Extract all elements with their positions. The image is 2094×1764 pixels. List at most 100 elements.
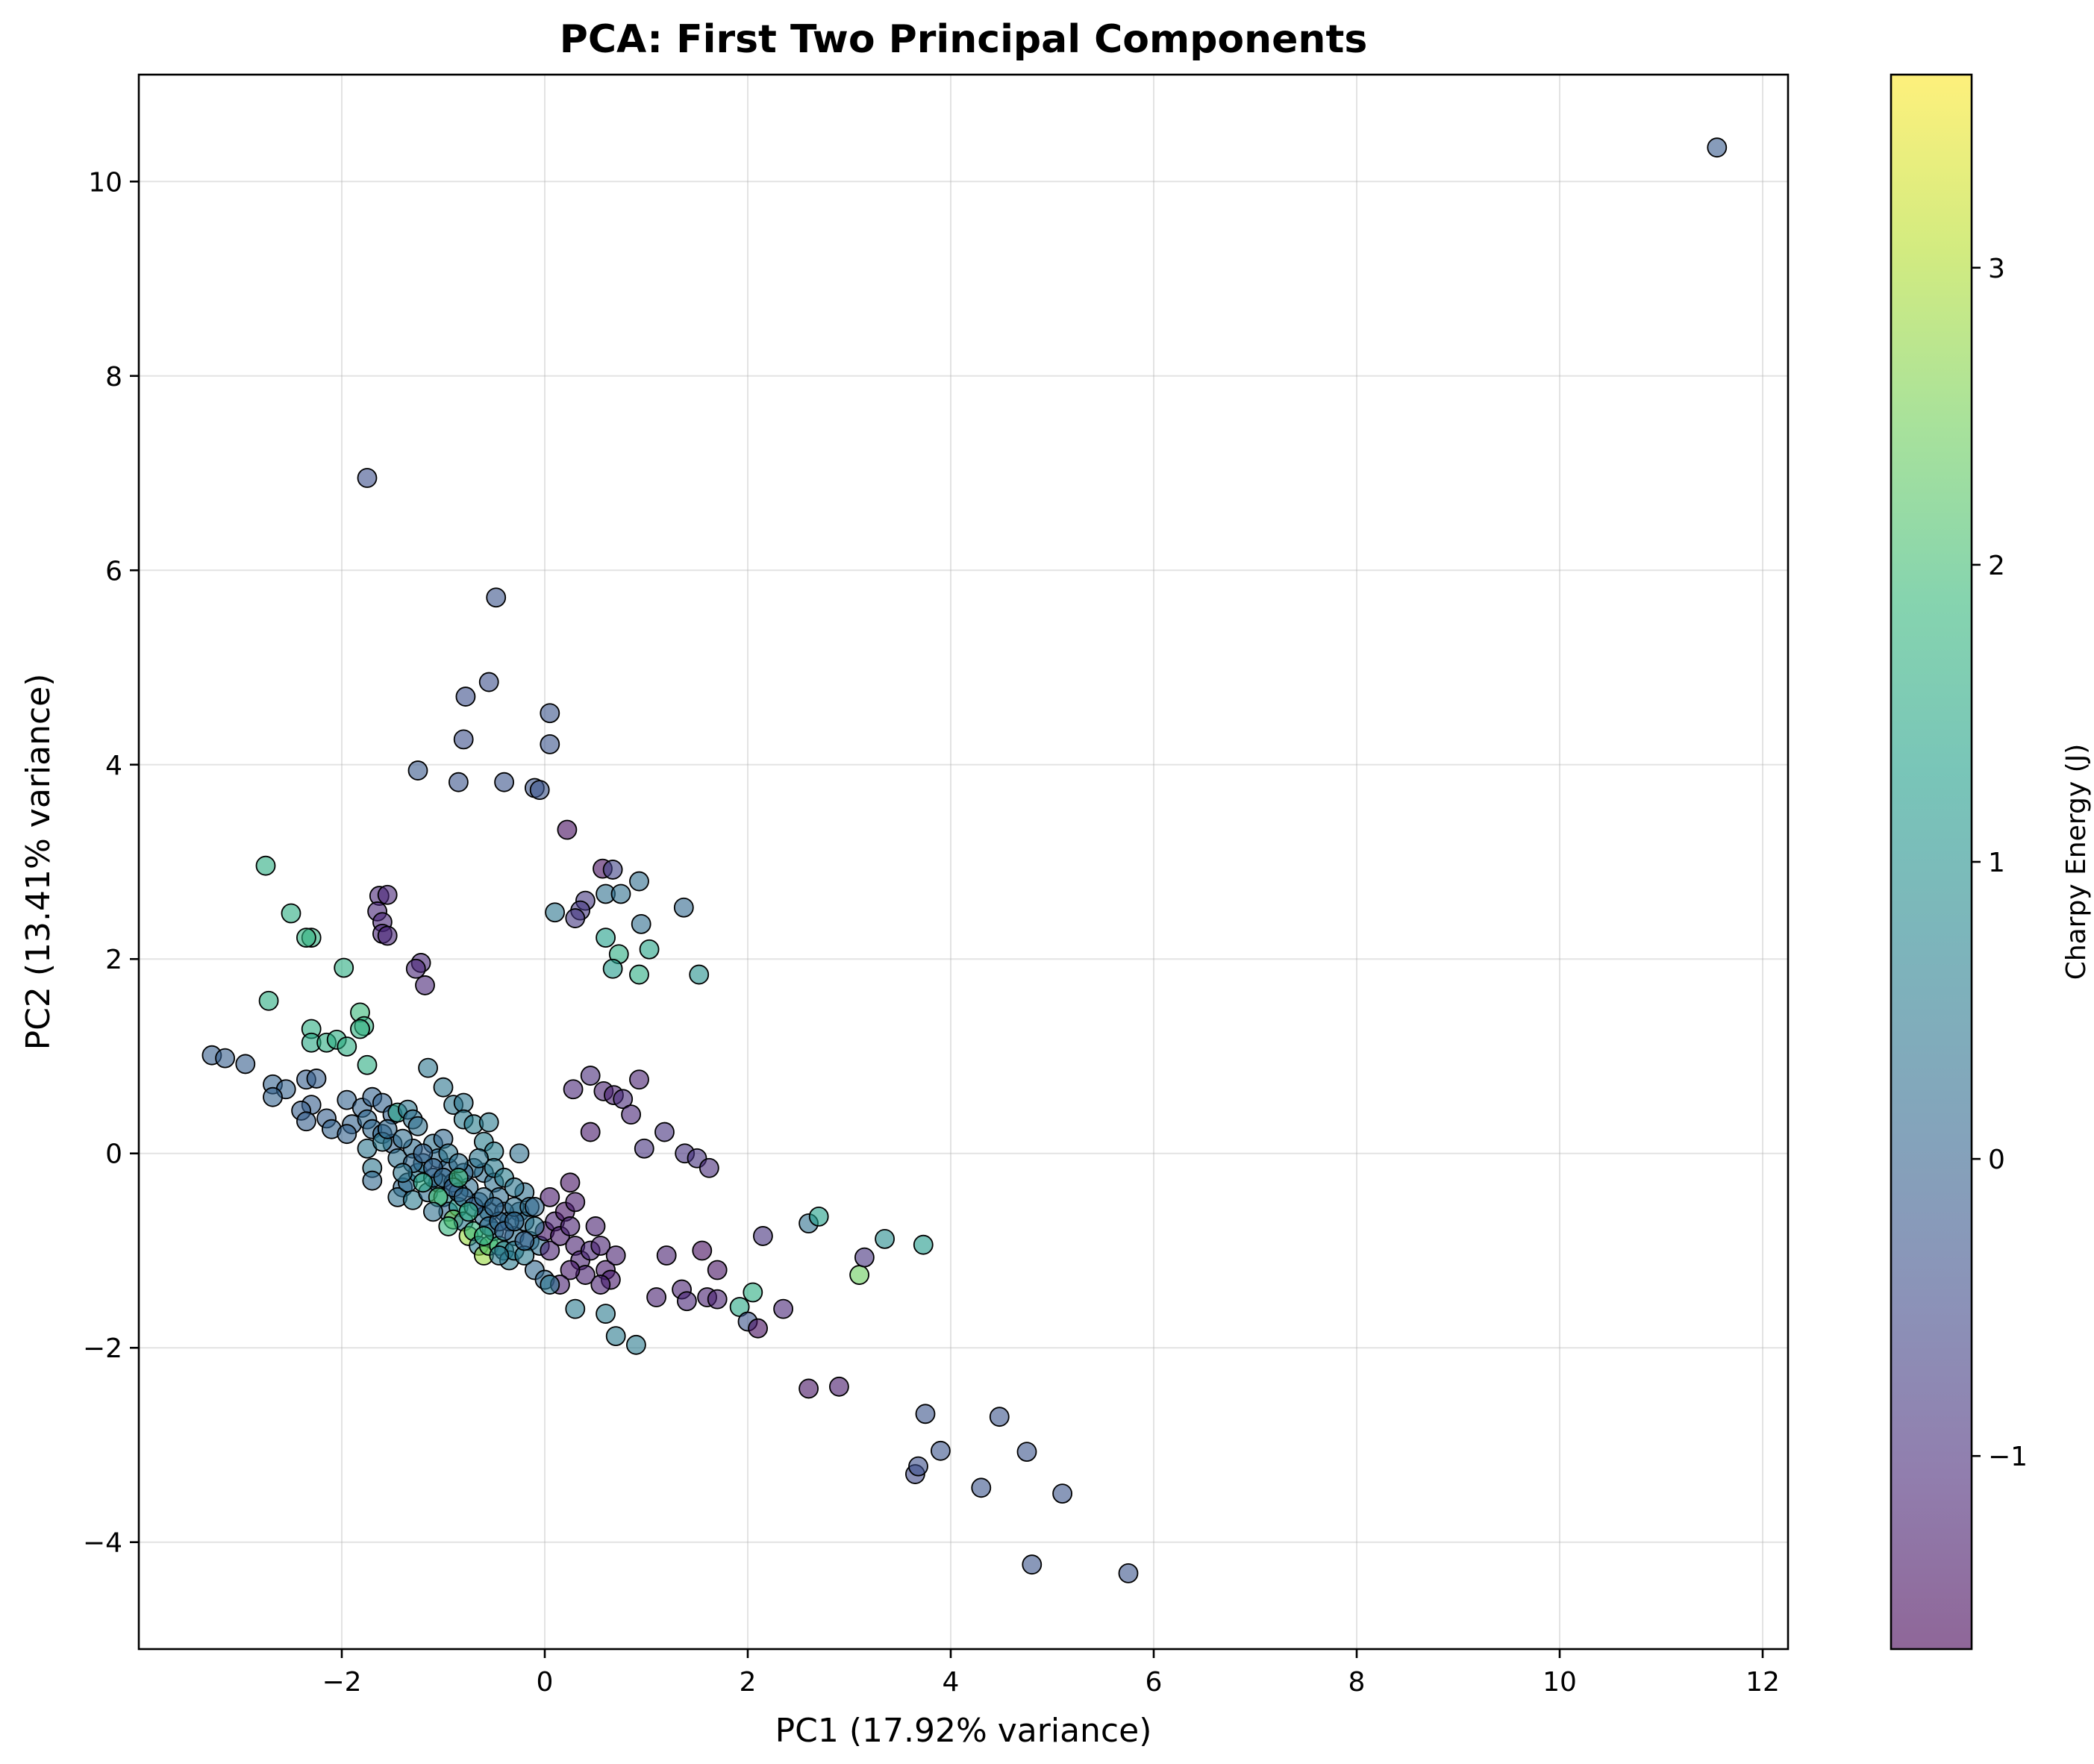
data-point: [525, 1196, 545, 1217]
y-tick-label: −2: [83, 1333, 122, 1364]
plot-frame: [137, 73, 1790, 1651]
x-tick-label: 6: [1146, 1667, 1163, 1698]
y-tick-label: 6: [105, 556, 122, 587]
grid-lines: [139, 75, 1788, 1649]
x-tick-label: 12: [1745, 1667, 1780, 1698]
colorbar-tick-label: 1: [1988, 848, 2005, 878]
data-point: [362, 1170, 383, 1191]
data-point: [407, 760, 428, 781]
x-axis-ticks: −2 0 2 4 6 8 10 12: [322, 1649, 1780, 1698]
data-point: [281, 903, 301, 924]
y-tick-label: 2: [105, 945, 122, 975]
data-point: [596, 1304, 616, 1324]
data-point: [629, 964, 649, 985]
y-axis-label: PC2 (13.41% variance): [19, 674, 57, 1051]
data-point: [646, 1287, 666, 1307]
data-point: [707, 1260, 728, 1280]
data-point: [629, 1069, 649, 1090]
data-point: [673, 897, 694, 918]
data-point: [692, 1240, 713, 1261]
data-point: [540, 1240, 560, 1261]
x-tick-label: 0: [537, 1667, 554, 1698]
data-point: [743, 1282, 763, 1303]
data-point: [453, 729, 474, 750]
data-point: [989, 1407, 1010, 1427]
data-point: [540, 1274, 560, 1295]
data-point: [334, 957, 354, 978]
data-point: [585, 1216, 606, 1236]
chart-title: PCA: First Two Principal Components: [560, 17, 1368, 62]
data-point: [455, 686, 476, 707]
data-point: [698, 1157, 719, 1178]
data-point: [393, 1128, 413, 1149]
data-point: [413, 1172, 434, 1193]
data-point: [580, 1066, 601, 1086]
data-point: [545, 902, 565, 923]
data-point: [458, 1201, 479, 1222]
data-point: [407, 1116, 428, 1136]
data-point: [915, 1404, 936, 1424]
data-point: [854, 1247, 875, 1268]
data-point: [565, 1192, 586, 1213]
x-tick-label: 2: [740, 1667, 757, 1698]
data-point: [494, 772, 514, 792]
y-tick-label: 0: [105, 1139, 122, 1170]
data-point: [377, 925, 398, 946]
data-point: [707, 1289, 728, 1310]
data-point: [808, 1207, 829, 1227]
data-point: [875, 1228, 895, 1249]
data-point: [405, 958, 426, 979]
data-point: [602, 860, 623, 880]
colorbar: −1 0 1 2 3 Charpy Energy (J): [1890, 73, 2092, 1651]
x-tick-label: 4: [943, 1667, 960, 1698]
data-point: [849, 1265, 869, 1285]
data-point: [931, 1440, 951, 1461]
data-point: [306, 1069, 327, 1089]
data-point: [393, 1163, 413, 1183]
data-point: [525, 1216, 545, 1236]
y-axis-ticks: −4 −2 0 2 4 6 8 10: [83, 167, 139, 1559]
data-point: [605, 1245, 626, 1266]
data-point: [1016, 1442, 1037, 1462]
data-point: [296, 928, 316, 948]
data-point: [621, 1104, 641, 1125]
data-point: [478, 672, 499, 692]
data-point: [1052, 1483, 1072, 1504]
data-point: [377, 884, 398, 905]
data-point: [540, 1186, 560, 1207]
data-point: [677, 1291, 697, 1312]
y-tick-label: 8: [105, 362, 122, 392]
x-tick-label: 8: [1348, 1667, 1366, 1698]
data-point: [971, 1477, 992, 1498]
data-point: [631, 913, 651, 934]
data-point: [563, 1079, 584, 1100]
data-point: [529, 780, 550, 801]
data-point: [626, 1334, 646, 1355]
data-point: [753, 1226, 773, 1246]
data-point: [590, 1274, 611, 1295]
data-point: [560, 1172, 581, 1193]
y-tick-label: 10: [88, 167, 122, 198]
data-point: [258, 990, 279, 1011]
data-point: [449, 772, 469, 792]
colorbar-label: Charpy Energy (J): [2061, 744, 2092, 980]
data-point: [377, 1119, 398, 1139]
data-point: [602, 958, 623, 979]
data-point: [350, 1019, 370, 1039]
data-point: [449, 1167, 469, 1188]
y-tick-label: −4: [83, 1528, 122, 1559]
data-point: [798, 1378, 819, 1399]
data-point: [438, 1216, 459, 1236]
data-point: [418, 1057, 438, 1078]
colorbar-gradient: [1891, 75, 1972, 1649]
scatter-points: [201, 137, 1728, 1583]
data-point: [656, 1245, 677, 1266]
colorbar-tick-label: −1: [1988, 1442, 2028, 1472]
data-point: [469, 1148, 489, 1169]
data-point: [773, 1298, 793, 1319]
data-point: [596, 928, 616, 948]
data-point: [565, 908, 586, 928]
data-point: [565, 1298, 586, 1319]
data-point: [504, 1177, 525, 1198]
